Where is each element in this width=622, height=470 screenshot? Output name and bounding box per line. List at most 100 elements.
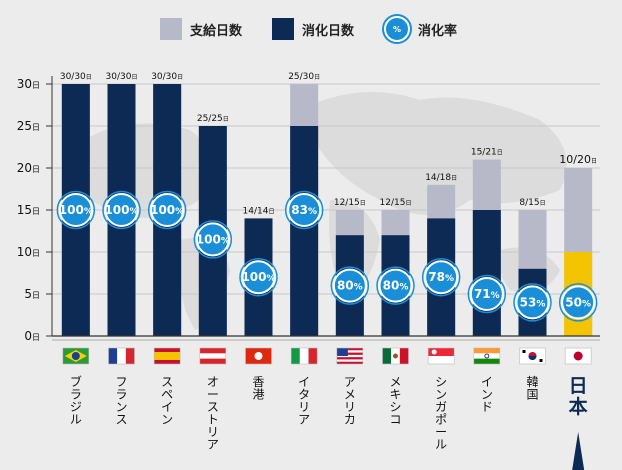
mexico-flag-part — [399, 348, 409, 364]
rate-label: 83% — [291, 203, 317, 217]
rate-label: 80% — [383, 279, 409, 293]
legend-supplied-swatch — [160, 18, 182, 40]
flags — [62, 347, 592, 365]
bar-top-label: 30/30日 — [60, 72, 92, 82]
rate-circle-ring — [467, 274, 507, 314]
rate-label: 71% — [474, 287, 500, 301]
rate-label: 100% — [150, 203, 184, 217]
rate-circle-ring — [513, 283, 552, 322]
bar-top-label: 8/15日 — [519, 198, 545, 208]
japan-flag-border — [564, 347, 592, 365]
y-tick-label: 0日 — [24, 329, 40, 343]
y-tick-label: 20日 — [17, 161, 40, 175]
x-axis — [52, 335, 600, 341]
bar-top-label: 12/15日 — [380, 198, 412, 208]
bar-used — [290, 126, 319, 336]
rate-label: 78% — [428, 270, 454, 284]
japan-pointer-arrow — [572, 432, 585, 470]
rate-circle-ring — [558, 283, 598, 322]
country-label: スペイン — [161, 375, 173, 427]
y-axis: 0日 5日 10日 15日 20日 25日 30日 — [17, 76, 53, 343]
bar-top-label: 30/30日 — [151, 72, 183, 82]
bar-top-label: 15/21日 — [471, 148, 503, 158]
rate-circle — [561, 285, 596, 320]
usa-flag-border — [336, 347, 364, 365]
usa-flag-part — [336, 361, 363, 364]
korea-flag — [519, 347, 546, 365]
bars: 30/30日 100% 30/30日 100% 30/30日 100% 25/25日 100%… — [56, 72, 598, 336]
austria-flag — [199, 347, 227, 365]
bar-top-label: 12/15日 — [334, 198, 366, 208]
rate-label: 100% — [241, 270, 275, 284]
legend-rate-icon: % — [384, 16, 410, 42]
italy-flag-part — [308, 348, 318, 364]
country-label: フランス — [115, 375, 127, 427]
japan-flag — [564, 347, 592, 365]
india-flag-wheel — [484, 353, 490, 359]
brazil-flag-globe — [71, 352, 80, 360]
legend-supplied-label: 支給日数 — [190, 23, 243, 39]
korea-flag-border — [519, 347, 546, 365]
india-flag-part — [473, 353, 500, 359]
india-flag-border — [473, 347, 501, 365]
usa-flag-part — [336, 357, 363, 360]
hongkong-flag-border — [245, 347, 272, 365]
bar-top-label: 25/25日 — [197, 114, 229, 124]
rate-circle-ring — [330, 266, 370, 305]
country-label: イタリア — [298, 375, 310, 427]
y-tick-label: 25日 — [17, 119, 40, 133]
rate-circle-ring — [421, 257, 461, 297]
country-label: シンガポール — [435, 375, 447, 452]
rate-circle — [195, 222, 230, 257]
country-label: 日本 — [569, 375, 588, 418]
country-label: ブラジル — [70, 374, 82, 427]
singapore-flag-part — [428, 348, 455, 356]
mexico-flag-emblem — [393, 353, 398, 359]
country-labels: ブラジル フランス スペイン オーストリア 香港 イタリア アメリカ メキシコ シンガポール イン… — [70, 374, 588, 470]
austria-flag-part — [199, 353, 226, 359]
singapore-flag-moon — [431, 349, 437, 355]
france-flag-part — [125, 348, 135, 364]
legend-used: 消化日数 — [272, 14, 354, 44]
usa-flag-part — [336, 348, 348, 356]
india-flag-part — [473, 358, 500, 364]
rate-circle-ring — [376, 266, 415, 305]
singapore-flag — [427, 347, 455, 365]
country-label: 香港 — [252, 375, 264, 402]
italy-flag-part — [299, 348, 309, 364]
rate-label: 53% — [520, 295, 546, 309]
legend-used-label: 消化日数 — [302, 23, 355, 39]
rate-circle-ring — [102, 190, 141, 230]
rate-circle-ring — [239, 257, 278, 297]
rate-circle — [378, 268, 413, 303]
spain-flag-part — [154, 352, 181, 360]
korea-flag-taeguk-blue — [528, 356, 537, 360]
rate-circle — [104, 193, 139, 227]
hongkong-flag-flower — [254, 352, 263, 360]
brazil-flag-border — [62, 347, 90, 365]
bar-top-label: 10/20日 — [559, 153, 597, 166]
rate-circle-ring — [284, 190, 324, 230]
korea-flag-trigram — [522, 350, 526, 353]
usa-flag-part — [336, 352, 363, 355]
country-label: アメリカ — [344, 375, 356, 427]
rate-circle — [241, 260, 276, 295]
y-tick-label: 30日 — [17, 77, 40, 91]
usa-flag — [336, 347, 364, 365]
rate-circle — [150, 193, 185, 227]
y-tick-label: 10日 — [17, 245, 40, 259]
mexico-flag — [382, 347, 409, 365]
rate-circle-ring — [193, 220, 233, 259]
korea-flag-trigram — [539, 359, 543, 362]
bar-top-label: 14/18日 — [425, 173, 457, 183]
italy-flag — [290, 347, 318, 365]
rate-label: 100% — [196, 232, 230, 246]
legend-rate-label: 消化率 — [418, 23, 458, 39]
rate-circle — [424, 260, 459, 295]
rate-circle — [515, 285, 550, 320]
rate-circle — [287, 193, 322, 227]
rate-label: 100% — [59, 203, 93, 217]
country-label: オーストリア — [207, 375, 219, 452]
